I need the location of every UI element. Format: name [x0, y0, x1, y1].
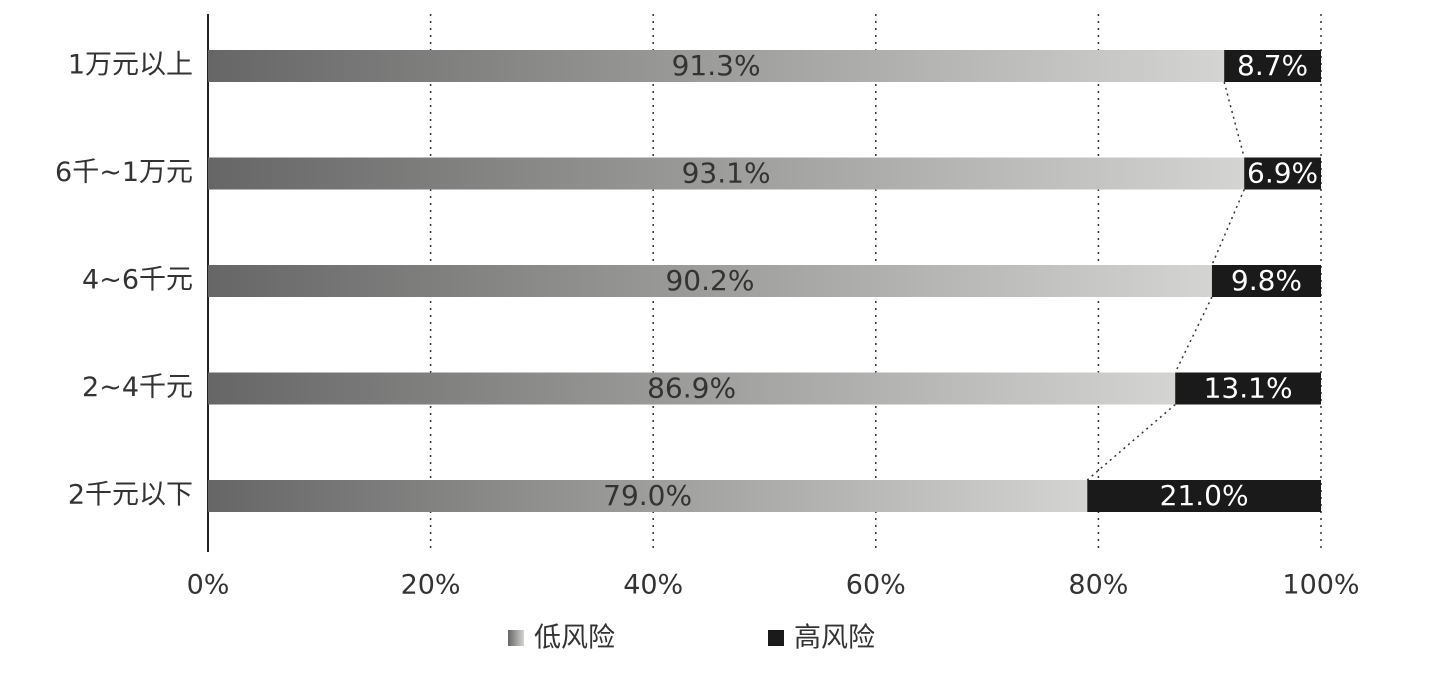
connector-line — [1211, 189, 1245, 266]
legend-label: 低风险 — [534, 623, 615, 654]
value-label: 91.3% — [672, 49, 761, 82]
value-label: 86.9% — [647, 372, 736, 405]
category-label: 2千元以下 — [68, 480, 193, 511]
connector-line — [1223, 81, 1245, 158]
connector-line — [1174, 296, 1213, 373]
value-label: 9.8% — [1231, 264, 1302, 297]
value-label: 6.9% — [1247, 157, 1318, 190]
value-label: 8.7% — [1237, 49, 1308, 82]
legend-label: 高风险 — [794, 623, 875, 654]
x-tick-label: 100% — [1282, 570, 1359, 601]
bar-segment — [208, 265, 1212, 297]
category-label: 2~4千元 — [82, 372, 193, 403]
bar-segment — [1175, 372, 1321, 405]
category-label: 1万元以上 — [68, 50, 193, 81]
bar-segment — [208, 480, 1088, 512]
value-label: 21.0% — [1160, 479, 1249, 512]
x-tick-label: 60% — [846, 570, 906, 601]
bar-segment — [1211, 265, 1321, 297]
value-label: 79.0% — [603, 479, 692, 512]
bar-segment — [208, 50, 1225, 82]
bar-segment — [1224, 50, 1321, 82]
legend-swatch — [508, 630, 524, 646]
connector-line — [1086, 403, 1176, 481]
category-label: 6千~1万元 — [55, 157, 193, 188]
value-label: 90.2% — [665, 264, 754, 297]
bar-segment — [1244, 157, 1321, 190]
bar-segment — [208, 372, 1176, 405]
bar-segment — [208, 157, 1245, 190]
x-tick-label: 80% — [1068, 570, 1128, 601]
category-label: 4~6千元 — [82, 265, 193, 296]
x-tick-label: 20% — [401, 570, 461, 601]
x-tick-label: 0% — [187, 570, 230, 601]
value-label: 93.1% — [682, 157, 771, 190]
bar-segment — [1087, 480, 1321, 512]
value-label: 13.1% — [1204, 372, 1293, 405]
legend-swatch — [768, 630, 784, 646]
x-tick-label: 40% — [623, 570, 683, 601]
